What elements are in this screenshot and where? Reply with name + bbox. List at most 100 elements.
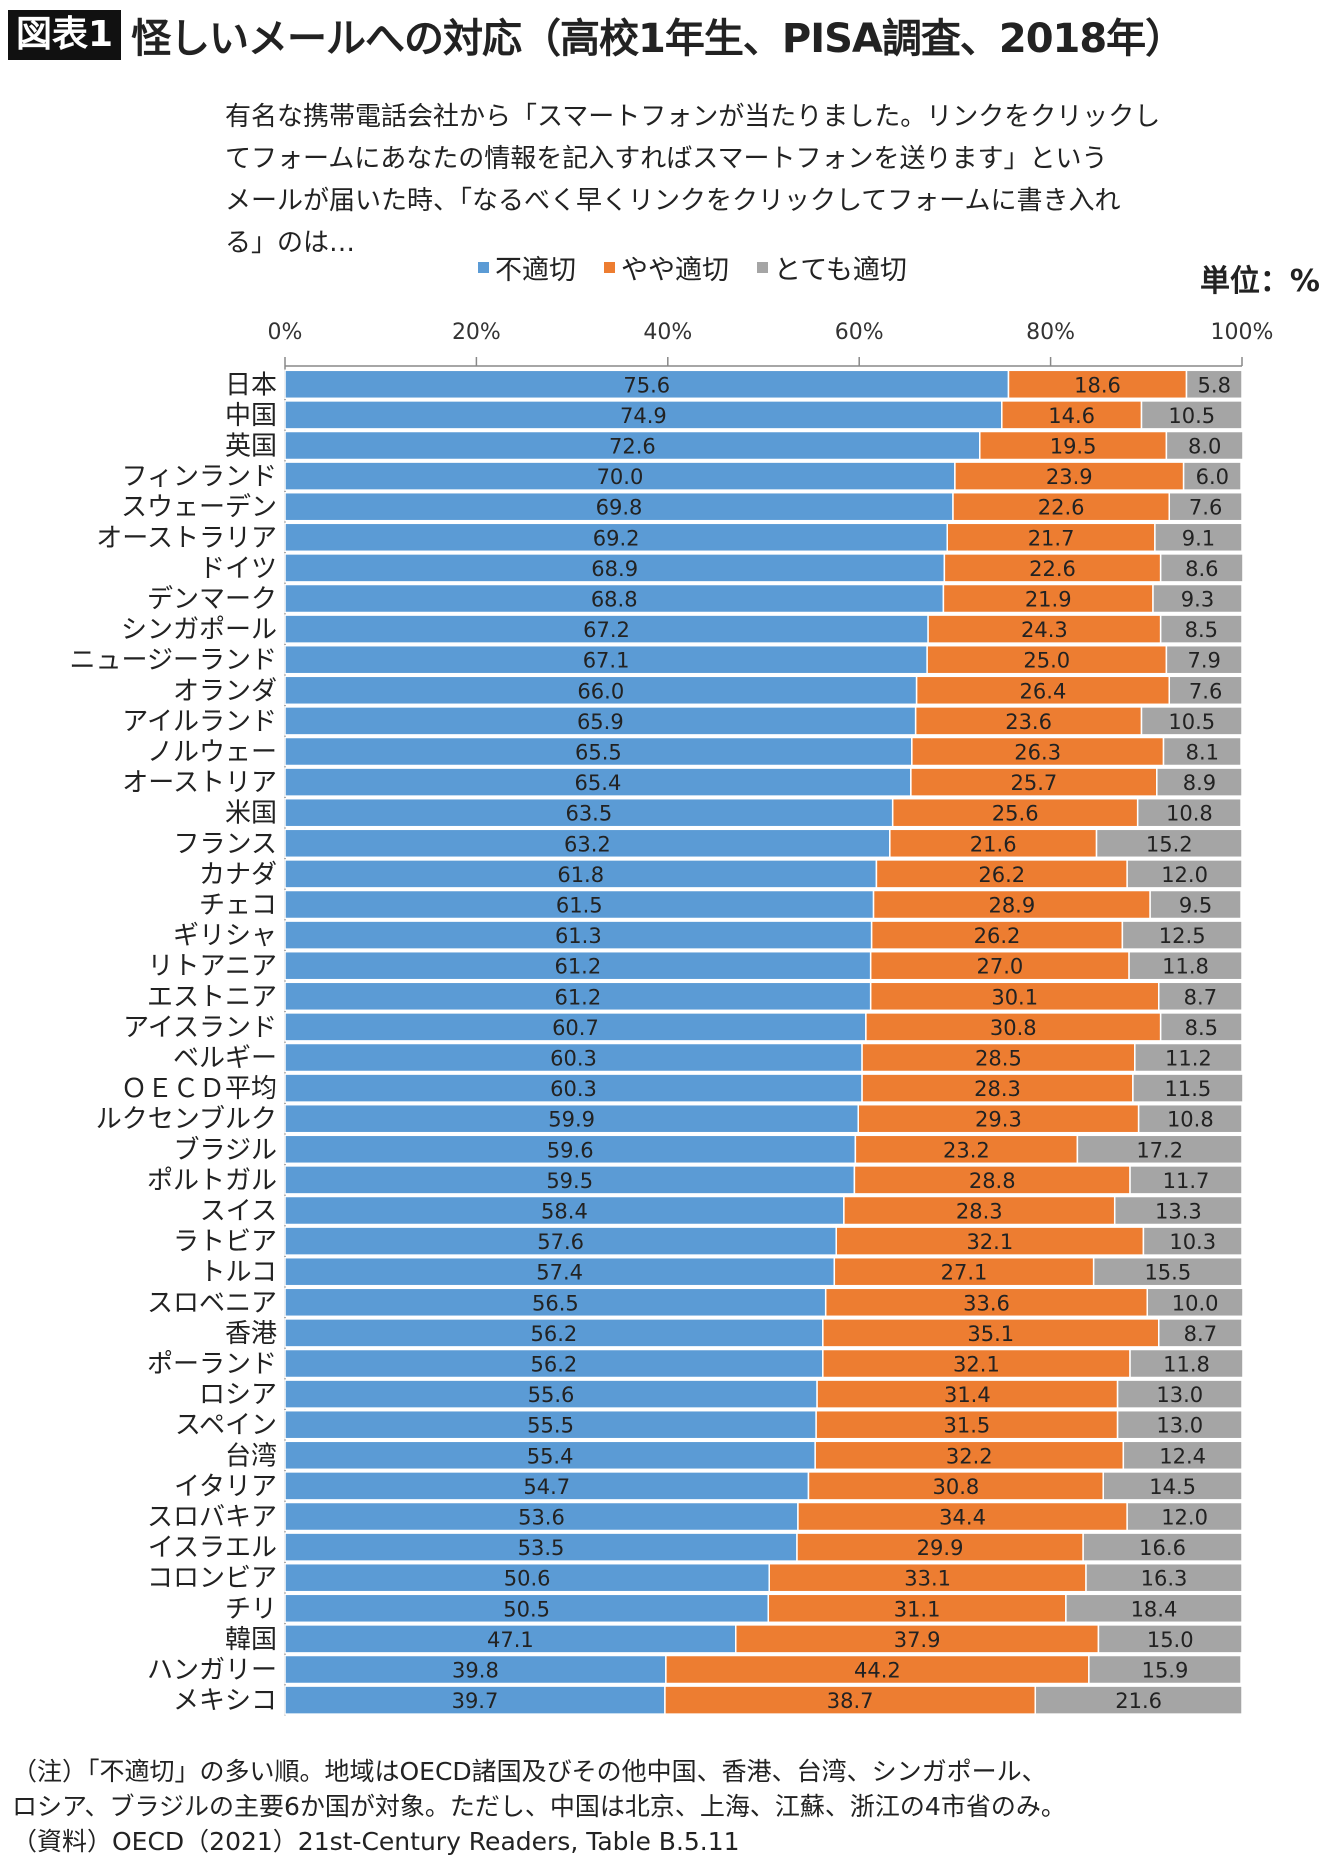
category-label: オーストリア bbox=[122, 768, 277, 798]
bar-very-appropriate bbox=[1154, 522, 1243, 553]
category-label: ギリシャ bbox=[173, 921, 277, 951]
category-label: ラトビア bbox=[173, 1227, 277, 1257]
bar-somewhat-appropriate bbox=[889, 828, 1098, 859]
category-label: ベルギー bbox=[173, 1044, 277, 1074]
bar-somewhat-appropriate bbox=[910, 767, 1158, 797]
bar-somewhat-appropriate bbox=[927, 614, 1162, 644]
data-label: 10.0 bbox=[1172, 1291, 1219, 1315]
category-label: フィンランド bbox=[122, 462, 277, 492]
data-label: 17.2 bbox=[1136, 1138, 1183, 1162]
bar-very-appropriate bbox=[1034, 1685, 1243, 1715]
bar-somewhat-appropriate bbox=[665, 1654, 1090, 1685]
data-label: 16.6 bbox=[1139, 1536, 1186, 1560]
category-label: スロベニア bbox=[147, 1288, 277, 1318]
data-label: 26.2 bbox=[974, 924, 1021, 948]
bar-inappropriate bbox=[284, 828, 891, 859]
data-label: 69.2 bbox=[593, 526, 640, 550]
bar-somewhat-appropriate bbox=[822, 1318, 1160, 1348]
legend-label: 不適切 bbox=[495, 255, 576, 286]
category-label: フランス bbox=[174, 829, 277, 859]
bar-inappropriate bbox=[284, 400, 1003, 430]
category-label: 日本 bbox=[225, 370, 277, 400]
data-label: 16.3 bbox=[1141, 1567, 1188, 1591]
data-label: 23.6 bbox=[1005, 710, 1052, 734]
legend-swatch bbox=[604, 262, 615, 273]
bar-very-appropriate bbox=[1156, 767, 1243, 797]
data-label: 14.5 bbox=[1149, 1475, 1196, 1499]
data-label: 58.4 bbox=[541, 1200, 588, 1224]
bar-somewhat-appropriate bbox=[869, 950, 1130, 981]
bar-somewhat-appropriate bbox=[869, 981, 1160, 1012]
bar-very-appropriate bbox=[1142, 1226, 1243, 1256]
category-label: ポルトガル bbox=[147, 1166, 277, 1196]
legend-swatch bbox=[478, 262, 489, 273]
data-label: 68.9 bbox=[591, 557, 638, 581]
data-label: 35.1 bbox=[967, 1322, 1014, 1346]
data-label: 30.8 bbox=[990, 1016, 1037, 1040]
bar-somewhat-appropriate bbox=[870, 920, 1124, 950]
bar-very-appropriate bbox=[1162, 736, 1242, 767]
data-label: 29.9 bbox=[917, 1536, 964, 1560]
bar-somewhat-appropriate bbox=[822, 1348, 1131, 1379]
category-label: 韓国 bbox=[225, 1625, 277, 1655]
data-label: 31.1 bbox=[894, 1597, 941, 1621]
bar-inappropriate bbox=[284, 889, 875, 920]
data-label: 55.6 bbox=[528, 1383, 575, 1407]
data-label: 21.9 bbox=[1025, 588, 1072, 612]
data-label: 60.3 bbox=[550, 1077, 597, 1101]
data-label: 32.1 bbox=[966, 1230, 1013, 1254]
bar-somewhat-appropriate bbox=[891, 797, 1139, 828]
footnote: （注）「不適切」の多い順。地域はOECD諸国及びその他中国、香港、台湾、シンガポ… bbox=[12, 1757, 1047, 1786]
bar-inappropriate bbox=[284, 1562, 770, 1593]
legend-item: やや適切 bbox=[604, 248, 729, 287]
data-label: 7.6 bbox=[1189, 679, 1222, 703]
data-label: 33.1 bbox=[904, 1567, 951, 1591]
bar-very-appropriate bbox=[1140, 706, 1243, 736]
bar-somewhat-appropriate bbox=[875, 859, 1128, 889]
chart-header: 図表1 怪しいメールへの対応（高校1年生、PISA調査、2018年） bbox=[8, 6, 1185, 64]
bar-inappropriate bbox=[284, 1501, 799, 1532]
data-label: 10.5 bbox=[1168, 404, 1215, 428]
category-label: 台湾 bbox=[225, 1441, 277, 1471]
data-label: 23.2 bbox=[943, 1138, 990, 1162]
data-label: 30.1 bbox=[991, 985, 1038, 1009]
category-label: 英国 bbox=[225, 432, 277, 462]
data-label: 15.9 bbox=[1142, 1659, 1189, 1683]
data-label: 21.6 bbox=[970, 832, 1017, 856]
bar-somewhat-appropriate bbox=[952, 491, 1171, 522]
bar-very-appropriate bbox=[1168, 491, 1243, 522]
question-description: 有名な携帯電話会社から「スマートフォンが当たりました。リンクをクリックし てフォ… bbox=[225, 96, 1225, 264]
bar-inappropriate bbox=[284, 1409, 817, 1440]
data-label: 31.4 bbox=[944, 1383, 991, 1407]
bar-inappropriate bbox=[284, 1134, 857, 1165]
data-label: 32.1 bbox=[953, 1353, 1000, 1377]
category-label: スロバキア bbox=[147, 1503, 277, 1533]
bar-somewhat-appropriate bbox=[926, 644, 1168, 675]
data-label: 7.6 bbox=[1189, 496, 1222, 520]
bar-inappropriate bbox=[284, 491, 954, 522]
data-label: 61.2 bbox=[554, 955, 601, 979]
bar-very-appropriate bbox=[1088, 1654, 1242, 1685]
data-label: 55.4 bbox=[527, 1444, 574, 1468]
data-label: 72.6 bbox=[609, 435, 656, 459]
data-label: 11.8 bbox=[1163, 1353, 1210, 1377]
bar-inappropriate bbox=[284, 1287, 827, 1318]
bar-somewhat-appropriate bbox=[946, 522, 1156, 553]
data-label: 63.2 bbox=[564, 832, 611, 856]
data-label: 60.7 bbox=[552, 1016, 599, 1040]
category-label: スペイン bbox=[175, 1411, 277, 1441]
bar-inappropriate bbox=[284, 920, 873, 950]
bar-very-appropriate bbox=[1149, 889, 1242, 920]
bar-somewhat-appropriate bbox=[797, 1501, 1128, 1532]
bar-very-appropriate bbox=[1097, 1624, 1243, 1654]
data-label: 59.5 bbox=[546, 1169, 593, 1193]
category-label: メキシコ bbox=[173, 1686, 277, 1716]
bar-very-appropriate bbox=[1076, 1134, 1243, 1165]
data-label: 12.0 bbox=[1161, 863, 1208, 887]
bar-very-appropriate bbox=[1126, 1501, 1243, 1532]
data-label: 22.6 bbox=[1029, 557, 1076, 581]
data-label: 9.5 bbox=[1179, 894, 1212, 918]
data-label: 66.0 bbox=[577, 679, 624, 703]
x-tick-label: 40% bbox=[643, 320, 692, 345]
bar-very-appropriate bbox=[1132, 1073, 1244, 1103]
